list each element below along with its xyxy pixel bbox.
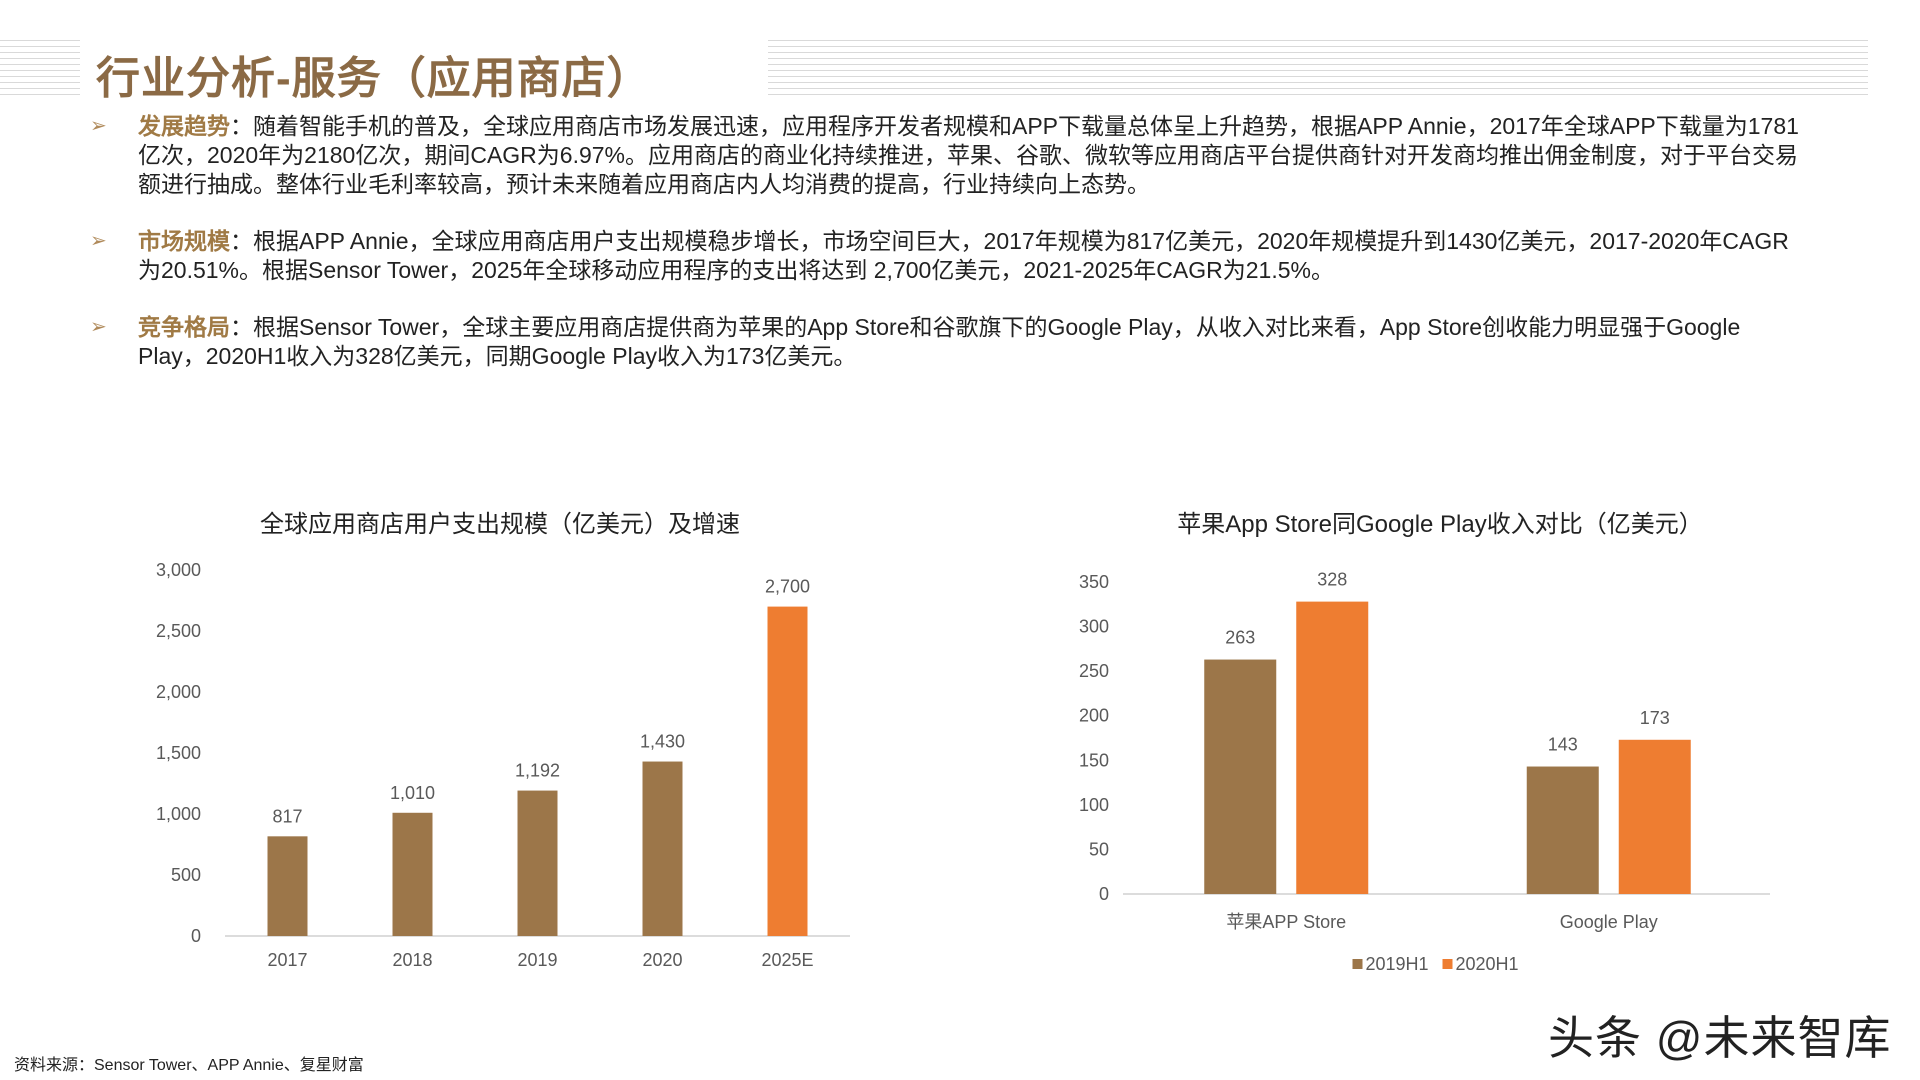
bullet-list: ➢ 发展趋势：随着智能手机的普及，全球应用商店市场发展迅速，应用程序开发者规模和… [90, 112, 1810, 399]
data-label: 2,700 [765, 577, 810, 597]
data-label: 817 [272, 806, 302, 826]
data-label: 143 [1548, 735, 1578, 755]
data-label: 173 [1640, 708, 1670, 728]
header-stripes-left [0, 40, 80, 96]
y-tick-label: 50 [1089, 839, 1109, 859]
y-tick-label: 300 [1079, 617, 1109, 637]
bullet-text: ：根据APP Annie，全球应用商店用户支出规模稳步增长，市场空间巨大，201… [138, 228, 1789, 283]
data-label: 1,192 [515, 761, 560, 781]
data-label: 1,010 [390, 783, 435, 803]
y-tick-label: 150 [1079, 750, 1109, 770]
y-tick-label: 350 [1079, 572, 1109, 592]
watermark: 头条 @未来智库 [1548, 1012, 1892, 1064]
bullet-market-size: ➢ 市场规模：根据APP Annie，全球应用商店用户支出规模稳步增长，市场空间… [90, 227, 1810, 285]
x-tick-label: Google Play [1560, 912, 1658, 932]
revenue-comparison-chart: 0 50 100 150 200 250 300 350 263 328 苹果APP Store 14… [1079, 570, 1770, 974]
bar-2019 [517, 790, 558, 936]
arrow-bullet-icon: ➢ [90, 230, 107, 252]
x-tick-label: 2017 [267, 950, 307, 970]
data-label: 328 [1317, 570, 1347, 590]
bar-2020 [642, 761, 683, 936]
data-label: 263 [1225, 628, 1255, 648]
spending-bar-chart: 0 500 1,000 1,500 2,000 2,500 3,000 817 2017 1,01… [156, 560, 850, 970]
y-tick-label: 3,000 [156, 560, 201, 580]
arrow-bullet-icon: ➢ [90, 115, 107, 137]
legend-label: 2019H1 [1366, 954, 1429, 974]
x-tick-label: 苹果APP Store [1226, 912, 1346, 932]
y-tick-label: 200 [1079, 706, 1109, 726]
y-tick-label: 1,500 [156, 743, 201, 763]
y-tick-label: 0 [1099, 884, 1109, 904]
x-tick-label: 2025E [761, 950, 813, 970]
y-tick-label: 2,500 [156, 621, 201, 641]
bar-2017 [267, 836, 308, 936]
bar-2025E [767, 606, 808, 936]
legend-swatch [1352, 959, 1363, 969]
bar-2020H1 [1296, 601, 1369, 894]
chart1-title: 全球应用商店用户支出规模（亿美元）及增速 [260, 511, 740, 538]
y-tick-label: 500 [171, 865, 201, 885]
data-label: 1,430 [640, 732, 685, 752]
legend-label: 2020H1 [1456, 954, 1519, 974]
bar-2020H1 [1618, 739, 1691, 894]
x-tick-label: 2018 [392, 950, 432, 970]
y-tick-label: 250 [1079, 661, 1109, 681]
bullet-text: ：随着智能手机的普及，全球应用商店市场发展迅速，应用程序开发者规模和APP下载量… [138, 113, 1799, 197]
legend-swatch [1442, 959, 1453, 969]
y-tick-label: 2,000 [156, 682, 201, 702]
arrow-bullet-icon: ➢ [90, 316, 107, 338]
x-tick-label: 2020 [642, 950, 682, 970]
page-title: 行业分析-服务（应用商店） [96, 54, 652, 103]
bullet-lead: 竞争格局 [138, 314, 230, 340]
header-stripes-right [768, 40, 1868, 96]
x-tick-label: 2019 [517, 950, 557, 970]
source-note: 资料来源：Sensor Tower、APP Annie、复星财富 [14, 1057, 364, 1074]
y-tick-label: 0 [191, 926, 201, 946]
bullet-lead: 市场规模 [138, 228, 230, 254]
bar-2019H1 [1204, 659, 1277, 894]
bullet-text: ：根据Sensor Tower，全球主要应用商店提供商为苹果的App Store… [138, 314, 1741, 369]
bullet-lead: 发展趋势 [138, 113, 230, 139]
bullet-trend: ➢ 发展趋势：随着智能手机的普及，全球应用商店市场发展迅速，应用程序开发者规模和… [90, 112, 1810, 199]
bullet-competition: ➢ 竞争格局：根据Sensor Tower，全球主要应用商店提供商为苹果的App… [90, 313, 1810, 371]
y-tick-label: 1,000 [156, 804, 201, 824]
bar-2018 [392, 812, 433, 936]
chart2-title: 苹果App Store同Google Play收入对比（亿美元） [1177, 511, 1703, 538]
bar-2019H1 [1526, 766, 1599, 894]
y-tick-label: 100 [1079, 795, 1109, 815]
